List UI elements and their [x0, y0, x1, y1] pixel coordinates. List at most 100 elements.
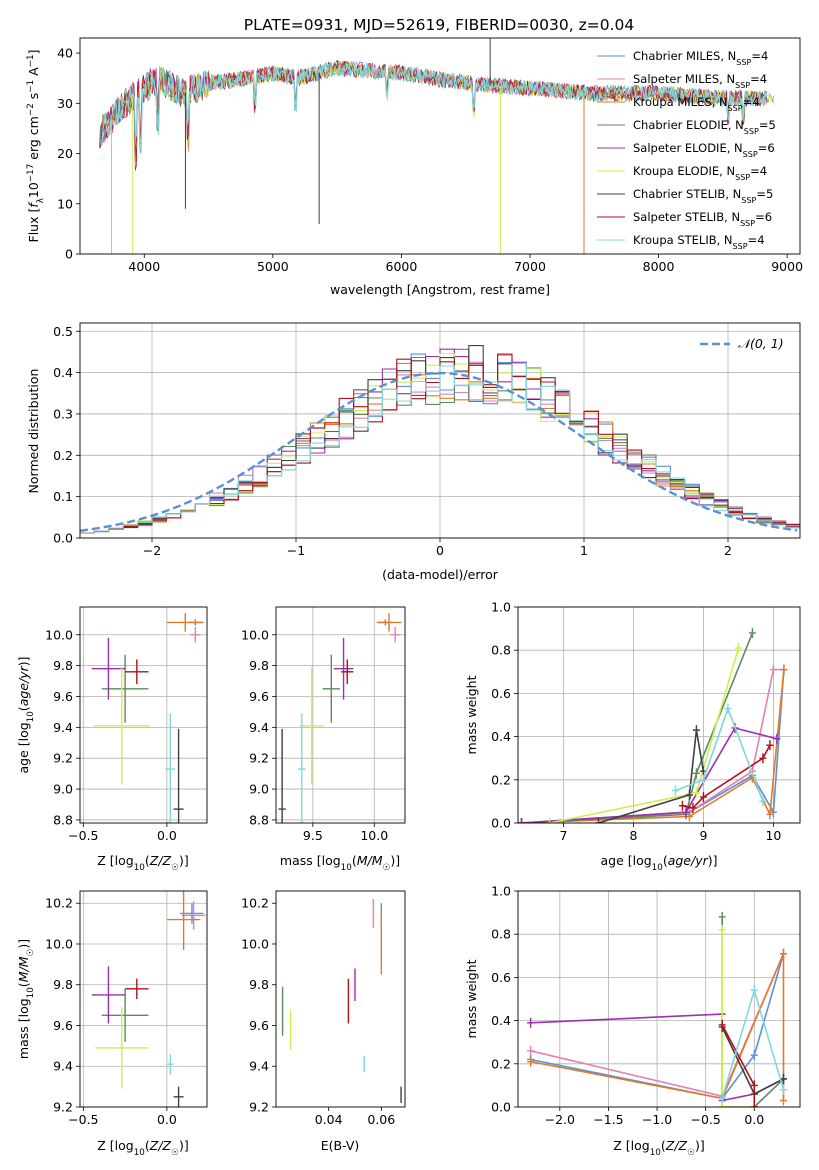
y-tick-label: 9.0 [53, 782, 73, 797]
weight-marker [699, 792, 707, 803]
x-tick-label: 8000 [643, 259, 675, 274]
spectrum-line-salpeter-stelib [100, 60, 768, 171]
x-tick-label: −0.5 [690, 1112, 720, 1127]
x-tick-label: 0.0 [157, 828, 177, 843]
histogram-kroupa-stelib [80, 362, 800, 534]
errorbar-point [91, 966, 126, 1024]
y-axis-label: mass weight [464, 959, 479, 1038]
plot-area-weight_vs_age [518, 627, 788, 823]
x-axis-label: wavelength [Angstrom, rest frame] [330, 282, 550, 297]
weight-marker [750, 985, 758, 996]
errorbar-point [166, 1054, 174, 1075]
weight-marker [750, 1050, 758, 1061]
errorbar-point [95, 1007, 149, 1089]
errorbar-point [101, 988, 149, 1042]
y-tick-label: 0.2 [491, 1056, 511, 1071]
y-tick-label: 30 [57, 96, 73, 111]
y-tick-label: 9.4 [53, 720, 73, 735]
axes-frame [275, 606, 406, 824]
weight-marker [685, 811, 693, 822]
y-tick-label: 0.5 [53, 324, 73, 339]
y-tick-label: 1.0 [491, 600, 511, 615]
legend-label: Chabrier MILES, NSSP=4 [633, 49, 768, 67]
x-tick-label: −0.5 [68, 1112, 98, 1127]
weight-line-chabrier-miles [530, 953, 785, 1100]
legend-label: 𝒩(0, 1) [738, 336, 784, 351]
errorbar-point [166, 891, 201, 951]
axes-weight_vs_age: 7 8 9 10 0.0 0.2 0.4 0.6 0.8 1.0 age [log10(age/yr… [464, 600, 801, 873]
weight-line-chabrier-miles [521, 669, 785, 823]
legend-label: Salpeter STELIB, NSSP=6 [633, 210, 772, 228]
y-tick-label: 9.2 [53, 751, 73, 766]
x-tick-label: 0.0 [157, 1112, 177, 1127]
y-tick-label: 0.0 [53, 531, 73, 546]
axes-frame [79, 37, 801, 255]
y-axis-label: age [log10(age/yr)] [16, 656, 36, 773]
x-tick-label: −2.0 [545, 1112, 575, 1127]
y-axis-label: mass weight [464, 675, 479, 754]
y-tick-label: 8.8 [249, 812, 269, 827]
weight-marker [779, 1095, 787, 1106]
errorbar-point [341, 659, 354, 685]
weight-marker [527, 1056, 535, 1067]
y-tick-label: 20 [57, 146, 73, 161]
figure-title: PLATE=0931, MJD=52619, FIBERID=0030, z=0… [244, 16, 634, 34]
y-tick-label: 9.4 [53, 1059, 73, 1074]
y-tick-label: 10.0 [241, 936, 269, 951]
axes-frame [517, 890, 801, 1108]
weight-marker [692, 725, 700, 736]
weight-marker [527, 1045, 535, 1056]
y-tick-label: 0.0 [491, 1100, 511, 1115]
errorbar-point [181, 901, 206, 930]
x-tick-label: −1.0 [642, 1112, 672, 1127]
y-tick-label: 10.2 [241, 896, 269, 911]
x-tick-label: 0.06 [367, 1112, 395, 1127]
y-axis-label: Normed distribution [26, 369, 41, 494]
weight-marker [750, 1080, 758, 1091]
x-tick-label: 2 [724, 543, 732, 558]
y-tick-label: 9.6 [249, 689, 269, 704]
y-tick-label: 9.4 [249, 1059, 269, 1074]
x-tick-label: 4000 [128, 259, 160, 274]
errorbar-point [165, 713, 176, 823]
weight-marker [689, 802, 697, 813]
y-axis-label: mass [log10(M/M☉)] [16, 939, 36, 1059]
x-tick-label: 6000 [386, 259, 418, 274]
errorbar-point [125, 978, 149, 999]
y-tick-label: 10.0 [45, 627, 73, 642]
y-tick-label: 10.0 [45, 936, 73, 951]
y-tick-label: 0.8 [491, 643, 511, 658]
weight-marker [748, 627, 756, 638]
errorbar-point [190, 627, 201, 643]
errorbar-point [93, 667, 151, 785]
weight-marker [769, 807, 777, 818]
weight-marker [527, 1017, 535, 1028]
weight-marker [750, 1102, 758, 1107]
weight-line-kroupa-elodie [549, 647, 740, 823]
plot-area-age_vs_Z [91, 613, 204, 823]
axes-age_vs_Z: −0.5 0.0 8.8 9.0 9.2 9.4 9.6 9.8 10.0 Z [log10(Z/… [16, 606, 208, 873]
plot-area-residuals [80, 345, 800, 534]
weight-marker [718, 1102, 726, 1107]
errorbar-point [333, 637, 354, 700]
y-tick-label: 10.2 [45, 896, 73, 911]
x-tick-label: 10 [765, 828, 781, 843]
y-tick-label: 0 [65, 247, 73, 262]
y-tick-label: 9.6 [53, 1018, 73, 1033]
plot-area-mass_vs_EBV [281, 899, 402, 1103]
y-tick-label: 0.4 [491, 729, 511, 744]
weight-marker [518, 818, 525, 823]
weight-marker [759, 796, 767, 807]
errorbar-point [173, 728, 184, 823]
x-axis-label: age [log10(age/yr)] [600, 853, 717, 873]
y-tick-label: 0.6 [491, 686, 511, 701]
x-tick-label: 9000 [771, 259, 803, 274]
weight-marker [759, 753, 767, 764]
y-tick-label: 40 [57, 46, 73, 61]
plot-area-mass_vs_Z [91, 891, 206, 1107]
errorbar-point [299, 667, 324, 785]
y-tick-label: 0.0 [491, 816, 511, 831]
errorbar-point [166, 613, 204, 632]
weight-marker [779, 1084, 787, 1095]
legend-label: Chabrier ELODIE, NSSP=5 [633, 118, 776, 136]
